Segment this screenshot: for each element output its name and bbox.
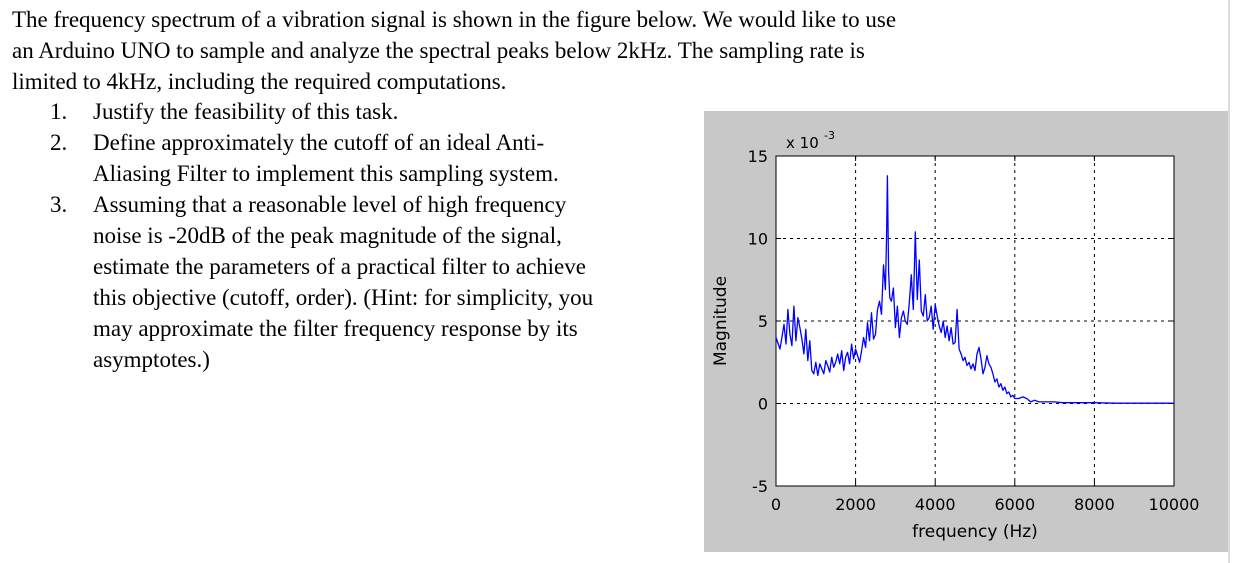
intro-line: The frequency spectrum of a vibration si… xyxy=(12,7,897,32)
question-line: estimate the parameters of a practical f… xyxy=(93,254,586,279)
question-item: 2. Define approximately the cutoff of an… xyxy=(50,127,700,189)
question-line: Define approximately the cutoff of an id… xyxy=(93,130,545,155)
spectrum-series-line xyxy=(775,175,1174,404)
y-tick-label: 5 xyxy=(758,312,768,331)
x-tick-label: 10000 xyxy=(1149,495,1200,514)
question-number: 1. xyxy=(50,99,68,124)
page-edge-rule xyxy=(1228,0,1230,563)
question-line: Aliasing Filter to implement this sampli… xyxy=(93,161,559,186)
question-item: 3. Assuming that a reasonable level of h… xyxy=(50,189,700,375)
x-tick-label: 2000 xyxy=(835,495,876,514)
intro-line: limited to 4kHz, including the required … xyxy=(12,69,507,94)
question-list: 1. Justify the feasibility of this task.… xyxy=(50,96,700,375)
question-line: Justify the feasibility of this task. xyxy=(93,99,399,124)
question-number: 2. xyxy=(50,130,68,155)
question-item: 1. Justify the feasibility of this task. xyxy=(50,96,700,127)
spectrum-figure: 0 2000 4000 6000 8000 10000 -5 0 5 10 15 x 10 -3 f… xyxy=(704,111,1228,552)
x-tick-label: 6000 xyxy=(994,495,1035,514)
problem-intro: The frequency spectrum of a vibration si… xyxy=(12,4,1232,97)
question-number: 3. xyxy=(50,192,68,217)
y-tick-label: 15 xyxy=(748,147,768,166)
x-tick-label: 0 xyxy=(771,495,781,514)
y-axis-label: Magnitude xyxy=(711,276,731,366)
y-tick-label: 0 xyxy=(758,395,768,414)
intro-line: an Arduino UNO to sample and analyze the… xyxy=(12,38,865,63)
question-line: may approximate the filter frequency res… xyxy=(93,316,578,341)
x-tick-label: 4000 xyxy=(915,495,956,514)
y-tick-label: 10 xyxy=(748,230,768,249)
question-line: Assuming that a reasonable level of high… xyxy=(93,192,567,217)
exponent-label: x 10 xyxy=(786,134,819,152)
question-line: noise is -20dB of the peak magnitude of … xyxy=(93,223,562,248)
question-line: asymptotes.) xyxy=(93,347,210,372)
exponent-power: -3 xyxy=(824,129,835,142)
x-axis-label: frequency (Hz) xyxy=(912,522,1038,542)
y-tick-label: -5 xyxy=(752,477,768,496)
question-line: this objective (cutoff, order). (Hint: f… xyxy=(93,285,594,310)
x-tick-label: 8000 xyxy=(1074,495,1115,514)
